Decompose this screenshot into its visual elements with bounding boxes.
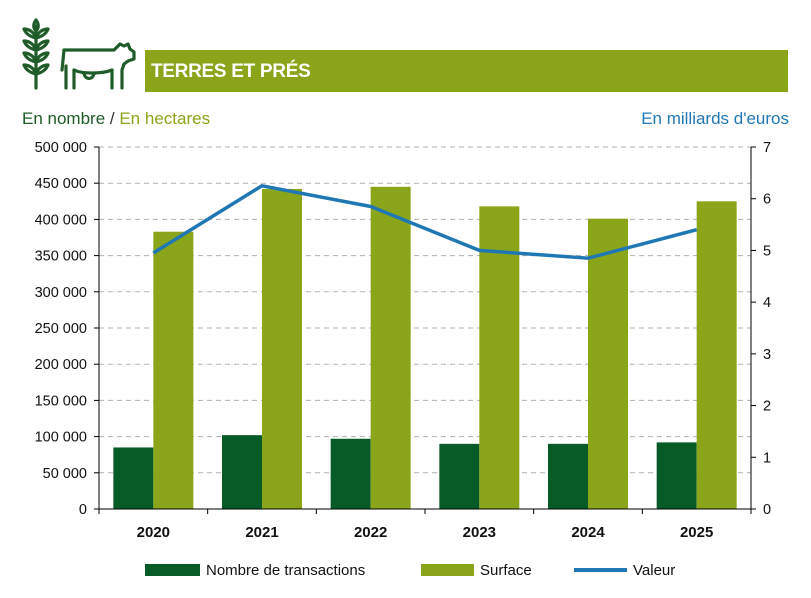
right-axis-tick-label: 3 <box>763 347 771 363</box>
right-axis-tick-label: 5 <box>763 243 771 259</box>
title-banner: TERRES ET PRÉS <box>145 50 788 92</box>
right-axis-tick-label: 1 <box>763 450 771 466</box>
valeur-line-layer <box>152 184 698 260</box>
bar-surface <box>696 201 737 510</box>
right-axis-tick-label: 6 <box>763 192 771 208</box>
bar-surface <box>153 231 194 509</box>
bar-surface <box>262 188 302 509</box>
axes: 0 50 000 100 000 150 000 200 000 250 000 300 0… <box>35 140 772 541</box>
left-axis-tick-label: 450 000 <box>35 176 87 192</box>
bar-nombre-de-transactions <box>330 438 371 509</box>
legend-swatch-surface <box>421 564 474 576</box>
right-axis-tick-label: 7 <box>763 140 771 156</box>
legend: Nombre de transactions Surface Valeur <box>145 562 675 579</box>
legend-label-valeur: Valeur <box>633 562 675 579</box>
unit-count-label: En nombre <box>22 109 106 128</box>
bar-nombre-de-transactions <box>113 447 154 509</box>
wheat-icon <box>22 18 50 90</box>
left-axis-tick-label: 150 000 <box>35 393 87 409</box>
x-axis-tick-label: 2025 <box>680 524 713 541</box>
bar-nombre-de-transactions <box>439 443 480 509</box>
bar-surface <box>588 218 628 509</box>
left-axis-tick-label: 500 000 <box>35 140 87 156</box>
left-axis-tick-label: 0 <box>79 502 87 518</box>
left-axis-tick-label: 300 000 <box>35 285 87 301</box>
left-axis-tick-label: 350 000 <box>35 249 87 265</box>
legend-swatch-nombre-de-transactions <box>145 564 200 576</box>
gridlines <box>99 146 751 474</box>
bar-nombre-de-transactions <box>222 435 262 509</box>
bar-nombre-de-transactions <box>656 442 697 509</box>
cow-icon <box>60 42 136 90</box>
left-axis-tick-label: 50 000 <box>43 466 87 482</box>
x-axis-tick-label: 2021 <box>245 524 278 541</box>
right-axis-unit-label: En milliards d'euros <box>641 109 789 128</box>
legend-label-surface: Surface <box>480 562 532 579</box>
right-axis-tick-label: 0 <box>763 502 771 518</box>
line-valeur <box>152 184 698 260</box>
x-axis-tick-label: 2020 <box>137 524 170 541</box>
unit-separator: / <box>105 109 120 128</box>
x-axis-tick-label: 2023 <box>463 524 496 541</box>
bar-surface <box>479 206 520 510</box>
unit-hectares-label: En hectares <box>119 109 211 128</box>
left-axis-tick-label: 100 000 <box>35 430 87 446</box>
x-axis-tick-label: 2024 <box>571 524 605 541</box>
right-axis-tick-label: 4 <box>763 295 771 311</box>
left-axis-tick-label: 400 000 <box>35 212 87 228</box>
left-axis-unit-label: En nombre / En hectares <box>22 109 210 129</box>
bars <box>113 186 737 510</box>
chart-title: TERRES ET PRÉS <box>151 61 311 82</box>
right-axis-tick-label: 2 <box>763 399 771 415</box>
x-axis-tick-label: 2022 <box>354 524 387 541</box>
bar-surface <box>370 186 411 509</box>
bar-nombre-de-transactions <box>548 443 588 509</box>
legend-label-nombre-de-transactions: Nombre de transactions <box>206 562 365 579</box>
left-axis-tick-label: 250 000 <box>35 321 87 337</box>
left-axis-tick-label: 200 000 <box>35 357 87 373</box>
